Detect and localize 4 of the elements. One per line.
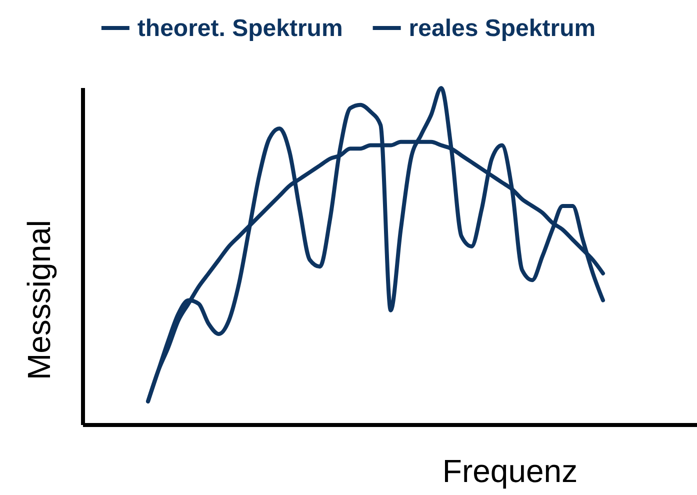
y-axis-title: Messsignal bbox=[21, 220, 57, 380]
legend-label: theoret. Spektrum bbox=[137, 15, 343, 42]
x-axis-title: Frequenz bbox=[442, 453, 578, 489]
legend-label: reales Spektrum bbox=[408, 15, 596, 42]
